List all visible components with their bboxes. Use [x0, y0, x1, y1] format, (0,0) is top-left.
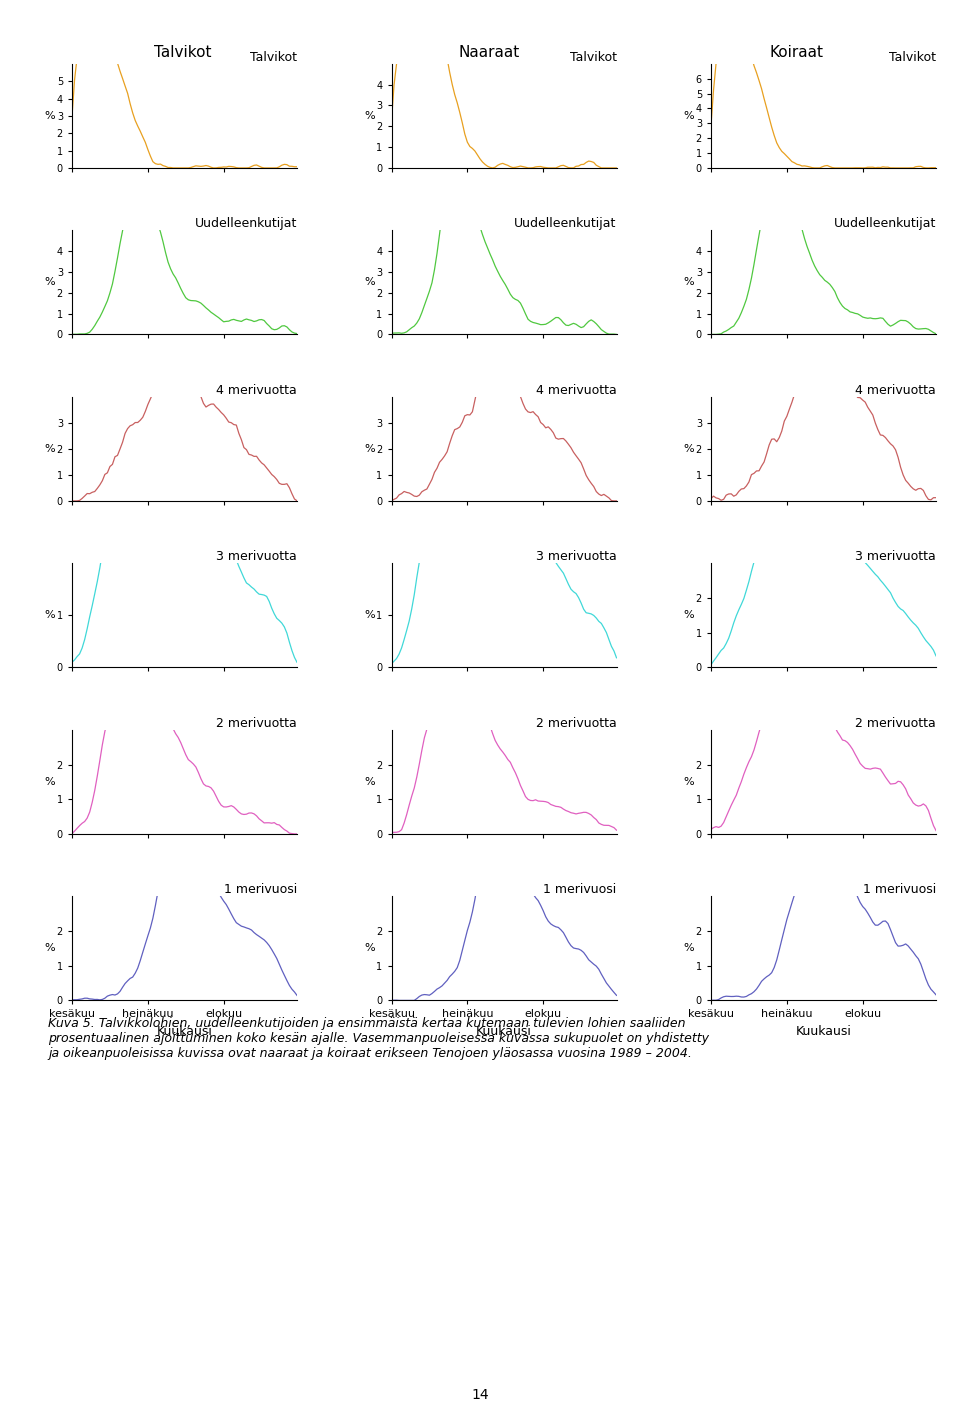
Y-axis label: %: % [684, 277, 694, 288]
Text: 14: 14 [471, 1388, 489, 1402]
Y-axis label: %: % [44, 444, 55, 454]
Text: Uudelleenkutijat: Uudelleenkutijat [833, 217, 936, 230]
Text: Koiraat: Koiraat [770, 44, 824, 60]
Text: 3 merivuotta: 3 merivuotta [216, 551, 297, 563]
Y-axis label: %: % [44, 277, 55, 288]
Y-axis label: %: % [364, 111, 374, 121]
Text: Kuva 5. Talvikkolohien, uudelleenkutijoiden ja ensimmäistä kertaa kutemaan tulev: Kuva 5. Talvikkolohien, uudelleenkutijoi… [48, 1017, 709, 1060]
Text: 3 merivuotta: 3 merivuotta [536, 551, 616, 563]
Text: Talvikot: Talvikot [889, 51, 936, 64]
Text: Talvikot: Talvikot [250, 51, 297, 64]
Text: 1 merivuosi: 1 merivuosi [543, 884, 616, 897]
Text: 4 merivuotta: 4 merivuotta [855, 385, 936, 397]
Text: 2 merivuotta: 2 merivuotta [855, 717, 936, 729]
Y-axis label: %: % [684, 610, 694, 620]
Text: 2 merivuotta: 2 merivuotta [216, 717, 297, 729]
Y-axis label: %: % [684, 944, 694, 954]
Y-axis label: %: % [44, 111, 55, 121]
Text: Uudelleenkutijat: Uudelleenkutijat [195, 217, 297, 230]
Text: Uudelleenkutijat: Uudelleenkutijat [515, 217, 616, 230]
Text: 1 merivuosi: 1 merivuosi [863, 884, 936, 897]
Text: 3 merivuotta: 3 merivuotta [855, 551, 936, 563]
X-axis label: Kuukausi: Kuukausi [476, 1025, 532, 1037]
Y-axis label: %: % [364, 444, 374, 454]
Y-axis label: %: % [364, 944, 374, 954]
Y-axis label: %: % [684, 444, 694, 454]
Text: 4 merivuotta: 4 merivuotta [536, 385, 616, 397]
Y-axis label: %: % [44, 776, 55, 788]
Y-axis label: %: % [44, 944, 55, 954]
Text: 4 merivuotta: 4 merivuotta [216, 385, 297, 397]
Y-axis label: %: % [364, 277, 374, 288]
Y-axis label: %: % [684, 776, 694, 788]
Y-axis label: %: % [364, 610, 374, 620]
Text: Talvikot: Talvikot [569, 51, 616, 64]
Text: Talvikot: Talvikot [154, 44, 211, 60]
Y-axis label: %: % [44, 610, 56, 620]
Y-axis label: %: % [364, 776, 374, 788]
Text: 2 merivuotta: 2 merivuotta [536, 717, 616, 729]
Y-axis label: %: % [684, 111, 694, 121]
X-axis label: Kuukausi: Kuukausi [156, 1025, 212, 1037]
X-axis label: Kuukausi: Kuukausi [796, 1025, 852, 1037]
Text: Naaraat: Naaraat [459, 44, 520, 60]
Text: 1 merivuosi: 1 merivuosi [224, 884, 297, 897]
